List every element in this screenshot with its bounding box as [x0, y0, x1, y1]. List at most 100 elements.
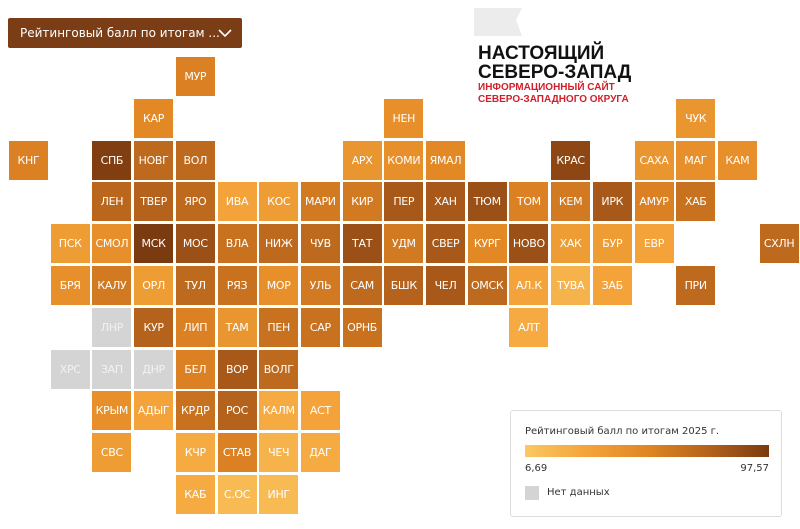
region-tile[interactable]: КРДР: [175, 391, 215, 431]
region-tile[interactable]: НОВО: [509, 224, 549, 264]
region-tile[interactable]: ЧЕЛ: [426, 266, 465, 305]
region-tile[interactable]: БЕЛ: [175, 349, 215, 389]
region-tile[interactable]: СВЕР: [426, 224, 465, 264]
region-tile[interactable]: КОС: [259, 182, 299, 222]
region-tile[interactable]: ХРС: [50, 349, 90, 389]
region-tile[interactable]: ТОМ: [509, 182, 549, 222]
region-tile[interactable]: ЛЕН: [92, 182, 132, 222]
region-tile[interactable]: ХАН: [426, 182, 465, 222]
region-tile[interactable]: КНГ: [9, 140, 48, 180]
region-tile[interactable]: КУРГ: [467, 224, 507, 264]
region-tile[interactable]: УДМ: [384, 224, 424, 264]
region-tile[interactable]: ТАТ: [342, 224, 382, 264]
region-tile[interactable]: АДЫГ: [134, 391, 174, 431]
region-tile[interactable]: АСТ: [300, 391, 340, 431]
region-tile[interactable]: ЛИП: [175, 307, 215, 347]
region-tile[interactable]: КАР: [134, 98, 174, 138]
region-tile[interactable]: СТАВ: [217, 433, 257, 473]
region-tile[interactable]: КЕМ: [551, 182, 591, 222]
region-tile[interactable]: КАБ: [175, 475, 215, 514]
region-tile[interactable]: ДНР: [134, 349, 174, 389]
region-tile[interactable]: ЗАП: [92, 349, 132, 389]
dropdown[interactable]: Рейтинговый балл по итогам ...: [8, 18, 242, 48]
region-tile[interactable]: СПБ: [92, 140, 132, 180]
legend: Рейтинговый балл по итогам 2025 г. 6,69 …: [510, 410, 782, 517]
region-tile[interactable]: КОМИ: [384, 140, 424, 180]
region-tile[interactable]: ВОЛГ: [259, 349, 299, 389]
region-tile[interactable]: МАГ: [676, 140, 716, 180]
region-tile[interactable]: КАМ: [717, 140, 757, 180]
region-tile[interactable]: ДАГ: [300, 433, 340, 473]
region-tile[interactable]: ТВЕР: [134, 182, 174, 222]
logo-line: СЕВЕРО-ЗАПАД: [478, 62, 632, 83]
region-tile[interactable]: ПСК: [50, 224, 90, 264]
region-tile[interactable]: МСК: [134, 224, 174, 264]
region-tile[interactable]: ВОР: [217, 349, 257, 389]
region-tile[interactable]: ХАК: [551, 224, 591, 264]
region-tile[interactable]: КИР: [342, 182, 382, 222]
region-tile[interactable]: ЗАБ: [592, 266, 632, 305]
region-tile[interactable]: НИЖ: [259, 224, 299, 264]
region-tile[interactable]: ТЮМ: [467, 182, 507, 222]
region-tile[interactable]: ИНГ: [259, 475, 299, 514]
region-tile[interactable]: ЯРО: [175, 182, 215, 222]
region-tile[interactable]: ХАБ: [676, 182, 716, 222]
region-tile[interactable]: СМОЛ: [92, 224, 132, 264]
region-tile[interactable]: ТАМ: [217, 307, 257, 347]
region-tile[interactable]: ЧУВ: [300, 224, 340, 264]
region-tile[interactable]: ВЛА: [217, 224, 257, 264]
region-tile[interactable]: НЕН: [384, 98, 424, 138]
region-tile[interactable]: КУР: [134, 307, 174, 347]
chevron: [218, 29, 232, 38]
region-tile[interactable]: МАРИ: [300, 182, 340, 222]
region-tile[interactable]: НОВГ: [134, 140, 174, 180]
region-tile[interactable]: БУР: [592, 224, 632, 264]
region-tile[interactable]: КАЛУ: [92, 266, 132, 305]
region-tile[interactable]: БШК: [384, 266, 424, 305]
legend-title: Рейтинговый балл по итогам 2025 г.: [525, 426, 720, 437]
region-tile[interactable]: ОРНБ: [342, 307, 382, 347]
dropdown-label: Рейтинговый балл по итогам ...: [20, 26, 220, 40]
region-tile[interactable]: САМ: [342, 266, 382, 305]
region-tile[interactable]: КАЛМ: [259, 391, 299, 431]
region-tile[interactable]: ЕВР: [634, 224, 674, 264]
region-tile[interactable]: ИРК: [592, 182, 632, 222]
region-tile[interactable]: КРЫМ: [92, 391, 132, 431]
region-tile[interactable]: МОС: [175, 224, 215, 264]
legend-gradient: [525, 445, 769, 457]
region-tile[interactable]: АЛТ: [509, 307, 549, 347]
region-tile[interactable]: ВОЛ: [175, 140, 215, 180]
legend-max: 97,57: [740, 463, 769, 474]
region-tile[interactable]: МОР: [259, 266, 299, 305]
region-tile[interactable]: ОМСК: [467, 266, 507, 305]
region-tile[interactable]: АРХ: [342, 140, 382, 180]
region-tile[interactable]: АЛ.К: [509, 266, 549, 305]
region-tile[interactable]: ТУВА: [551, 266, 591, 305]
legend-min: 6,69: [525, 463, 548, 474]
region-tile[interactable]: КРАС: [551, 140, 591, 180]
region-tile[interactable]: БРЯ: [50, 266, 90, 305]
region-tile[interactable]: САХА: [634, 140, 674, 180]
region-tile[interactable]: УЛЬ: [300, 266, 340, 305]
region-tile[interactable]: АМУР: [634, 182, 674, 222]
region-tile[interactable]: ПЕР: [384, 182, 424, 222]
region-tile[interactable]: ПЕН: [259, 307, 299, 347]
logo-subline: ИНФОРМАЦИОННЫЙ САЙТ: [478, 82, 615, 93]
region-tile[interactable]: СХЛН: [759, 224, 799, 264]
region-tile[interactable]: ЧУК: [676, 98, 716, 138]
region-tile[interactable]: ЧЕЧ: [259, 433, 299, 473]
region-tile[interactable]: ОРЛ: [134, 266, 174, 305]
region-tile[interactable]: ЯМАЛ: [426, 140, 465, 180]
region-tile[interactable]: ИВА: [217, 182, 257, 222]
region-tile[interactable]: РОС: [217, 391, 257, 431]
region-tile[interactable]: С.ОС: [217, 475, 257, 514]
region-tile[interactable]: СВС: [92, 433, 132, 473]
region-tile[interactable]: ЛНР: [92, 307, 132, 347]
region-tile[interactable]: САР: [300, 307, 340, 347]
region-tile[interactable]: РЯЗ: [217, 266, 257, 305]
region-tile[interactable]: ПРИ: [676, 266, 716, 305]
region-tile[interactable]: МУР: [175, 57, 215, 96]
region-tile[interactable]: КЧР: [175, 433, 215, 473]
region-tile[interactable]: ТУЛ: [175, 266, 215, 305]
